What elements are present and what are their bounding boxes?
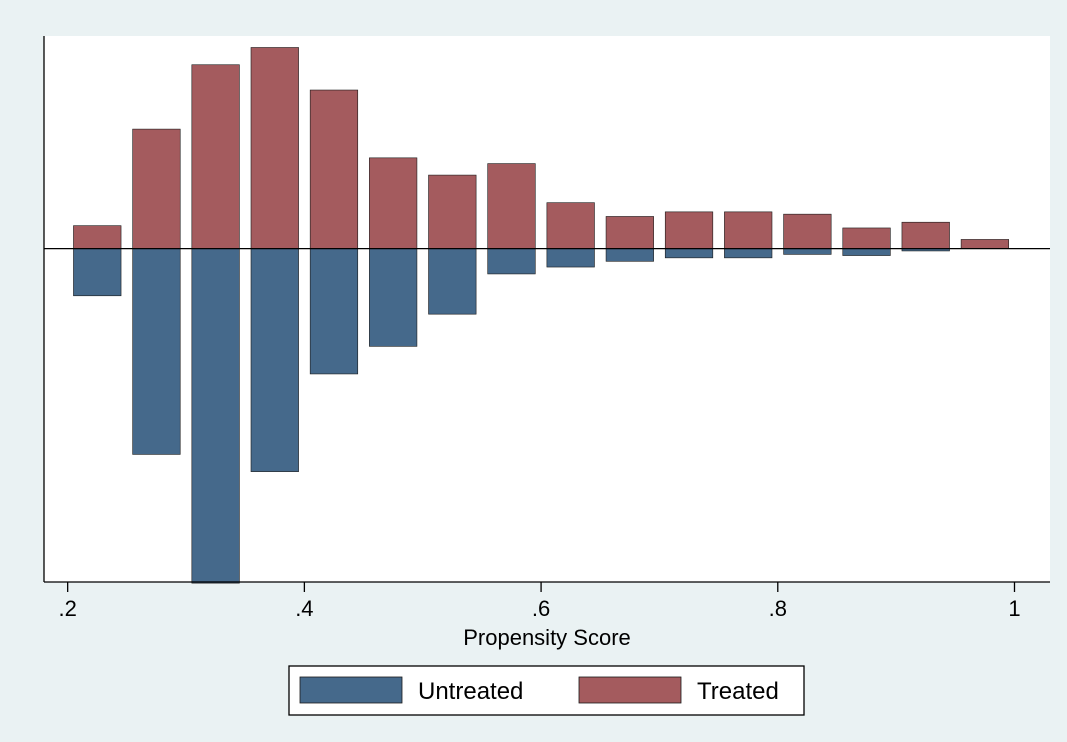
x-tick-label-4: 1 (1008, 596, 1020, 621)
bar-treated-5 (369, 157, 418, 249)
x-tick-label-1: .4 (295, 596, 313, 621)
bar-treated-4 (309, 89, 359, 249)
x-tick-label-2: .6 (532, 596, 550, 621)
x-ticks-layer: .2 .4 .6 .8 1 (58, 582, 1021, 621)
legend-swatch-untreated (299, 676, 403, 704)
bar-treated-9 (605, 216, 654, 249)
bar-untreated-8 (546, 248, 595, 268)
bar-treated-7 (487, 163, 536, 249)
bar-treated-15 (960, 239, 1009, 249)
bar-treated-0 (73, 225, 122, 249)
bar-untreated-9 (605, 248, 654, 262)
bar-untreated-0 (73, 248, 122, 297)
bar-untreated-2 (191, 248, 240, 584)
bar-untreated-3 (250, 248, 299, 472)
legend-label-treated: Treated (697, 678, 779, 705)
x-axis-title: Propensity Score (463, 625, 631, 650)
legend-label-untreated: Untreated (418, 678, 523, 705)
bar-untreated-12 (783, 248, 832, 255)
bar-untreated-7 (487, 248, 536, 275)
bar-untreated-4 (309, 248, 359, 375)
bar-untreated-1 (132, 248, 181, 455)
bar-treated-6 (428, 174, 477, 249)
bar-untreated-11 (724, 248, 773, 259)
bar-untreated-5 (369, 248, 418, 347)
x-tick-label-3: .8 (769, 596, 787, 621)
bar-treated-2 (191, 64, 240, 249)
x-tick-label-0: .2 (58, 596, 76, 621)
bar-treated-10 (664, 211, 714, 249)
bar-treated-11 (724, 211, 773, 249)
bar-treated-13 (842, 227, 891, 249)
legend-box (288, 665, 805, 716)
legend-swatch-treated (578, 676, 682, 704)
bar-treated-14 (901, 221, 950, 249)
bar-untreated-6 (428, 248, 477, 315)
bar-treated-1 (132, 128, 181, 249)
bar-untreated-10 (664, 248, 714, 259)
bar-treated-3 (250, 47, 299, 249)
bar-treated-12 (783, 213, 832, 249)
bar-treated-8 (546, 202, 595, 249)
legend: Untreated Treated (288, 665, 805, 716)
bar-untreated-13 (842, 248, 891, 256)
